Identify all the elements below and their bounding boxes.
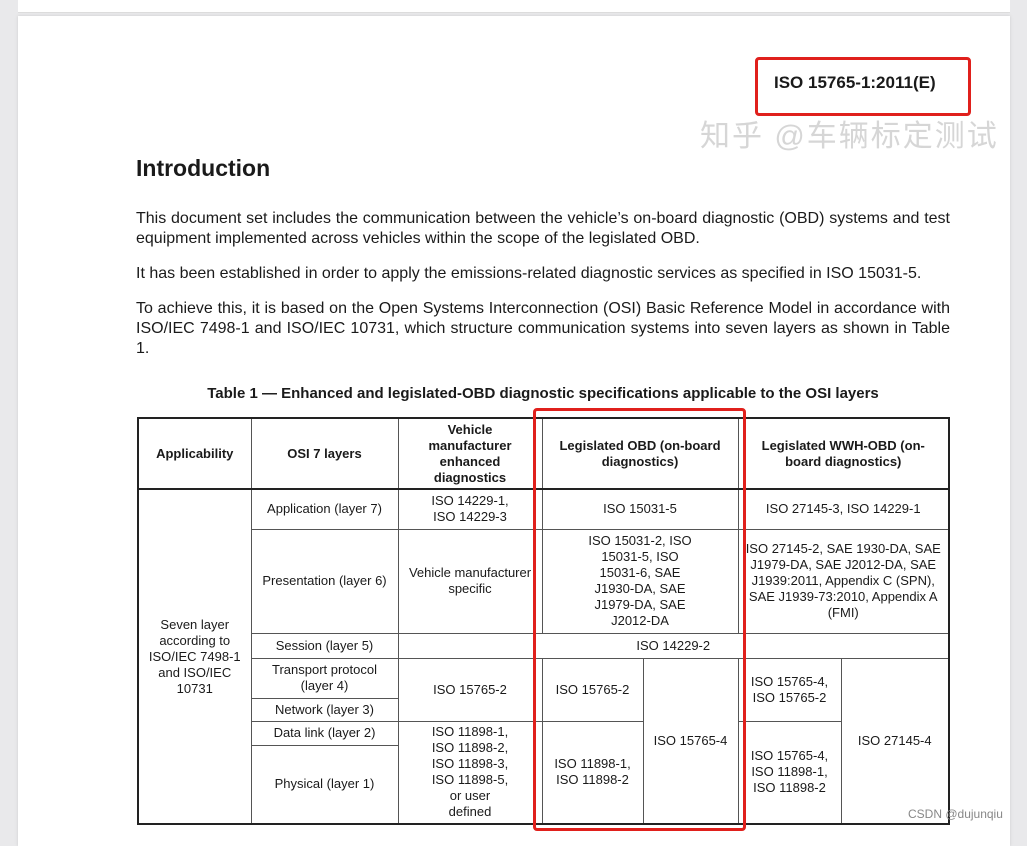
layer-1: Physical (layer 1) xyxy=(250,744,399,825)
highlight-box-obd-column xyxy=(533,408,746,831)
header-wwh: Legislated WWH-OBD (on-board diagnostics… xyxy=(737,417,950,490)
obd-can: ISO 15765-4 xyxy=(642,657,739,825)
header-osi: OSI 7 layers xyxy=(250,417,399,490)
header-vm: Vehicle manufacturer enhanced diagnostic… xyxy=(397,417,543,490)
tn-obd: ISO 15765-2 xyxy=(541,657,644,722)
tn-wwh: ISO 15765-4, ISO 15765-2 xyxy=(737,657,842,722)
header-applicability: Applicability xyxy=(137,417,252,490)
wwh-can: ISO 27145-4 xyxy=(840,657,950,825)
app-obd: ISO 15031-5 xyxy=(541,488,739,530)
section-heading: Introduction xyxy=(136,155,271,181)
osi-table: Applicability OSI 7 layers Vehicle manuf… xyxy=(137,417,950,825)
dp-obd: ISO 11898-1, ISO 11898-2 xyxy=(541,720,644,825)
document-reference: ISO 15765-1:2011(E) xyxy=(774,73,936,92)
tn-vm: ISO 15765-2 xyxy=(397,657,543,722)
introduction-section: Introduction This document set includes … xyxy=(136,154,950,374)
app-vm: ISO 14229-1, ISO 14229-3 xyxy=(397,488,543,530)
dp-wwh: ISO 15765-4, ISO 11898-1, ISO 11898-2 xyxy=(737,720,842,825)
layer-6: Presentation (layer 6) xyxy=(250,528,399,634)
pres-vm: Vehicle manufacturer specific xyxy=(397,528,543,634)
watermark: 知乎 @车辆标定测试 xyxy=(700,120,999,153)
header-obd: Legislated OBD (on-board diagnostics) xyxy=(541,417,739,490)
paragraph-3: To achieve this, it is based on the Open… xyxy=(136,300,950,357)
highlight-box-reference xyxy=(755,57,971,116)
layer-7: Application (layer 7) xyxy=(250,488,399,530)
paragraph-1: This document set includes the communica… xyxy=(136,210,950,247)
pres-wwh: ISO 27145-2, SAE 1930-DA, SAE J1979-DA, … xyxy=(737,528,950,634)
layer-2: Data link (layer 2) xyxy=(250,720,399,746)
app-wwh: ISO 27145-3, ISO 14229-1 xyxy=(737,488,950,530)
pres-obd: ISO 15031-2, ISO 15031-5, ISO 15031-6, S… xyxy=(541,528,739,634)
applicability-cell: Seven layer according to ISO/IEC 7498-1 … xyxy=(137,488,252,825)
previous-page-edge xyxy=(18,0,1010,13)
session-cell: ISO 14229-2 xyxy=(397,632,950,659)
paragraph-2: It has been established in order to appl… xyxy=(136,265,922,282)
layer-5: Session (layer 5) xyxy=(250,632,399,659)
table-caption: Table 1 — Enhanced and legislated-OBD di… xyxy=(207,385,879,402)
csdn-watermark: CSDN @dujunqiu xyxy=(908,807,1003,821)
layer-3: Network (layer 3) xyxy=(250,697,399,722)
layer-4: Transport protocol (layer 4) xyxy=(250,657,399,699)
dp-vm: ISO 11898-1, ISO 11898-2, ISO 11898-3, I… xyxy=(397,720,543,825)
